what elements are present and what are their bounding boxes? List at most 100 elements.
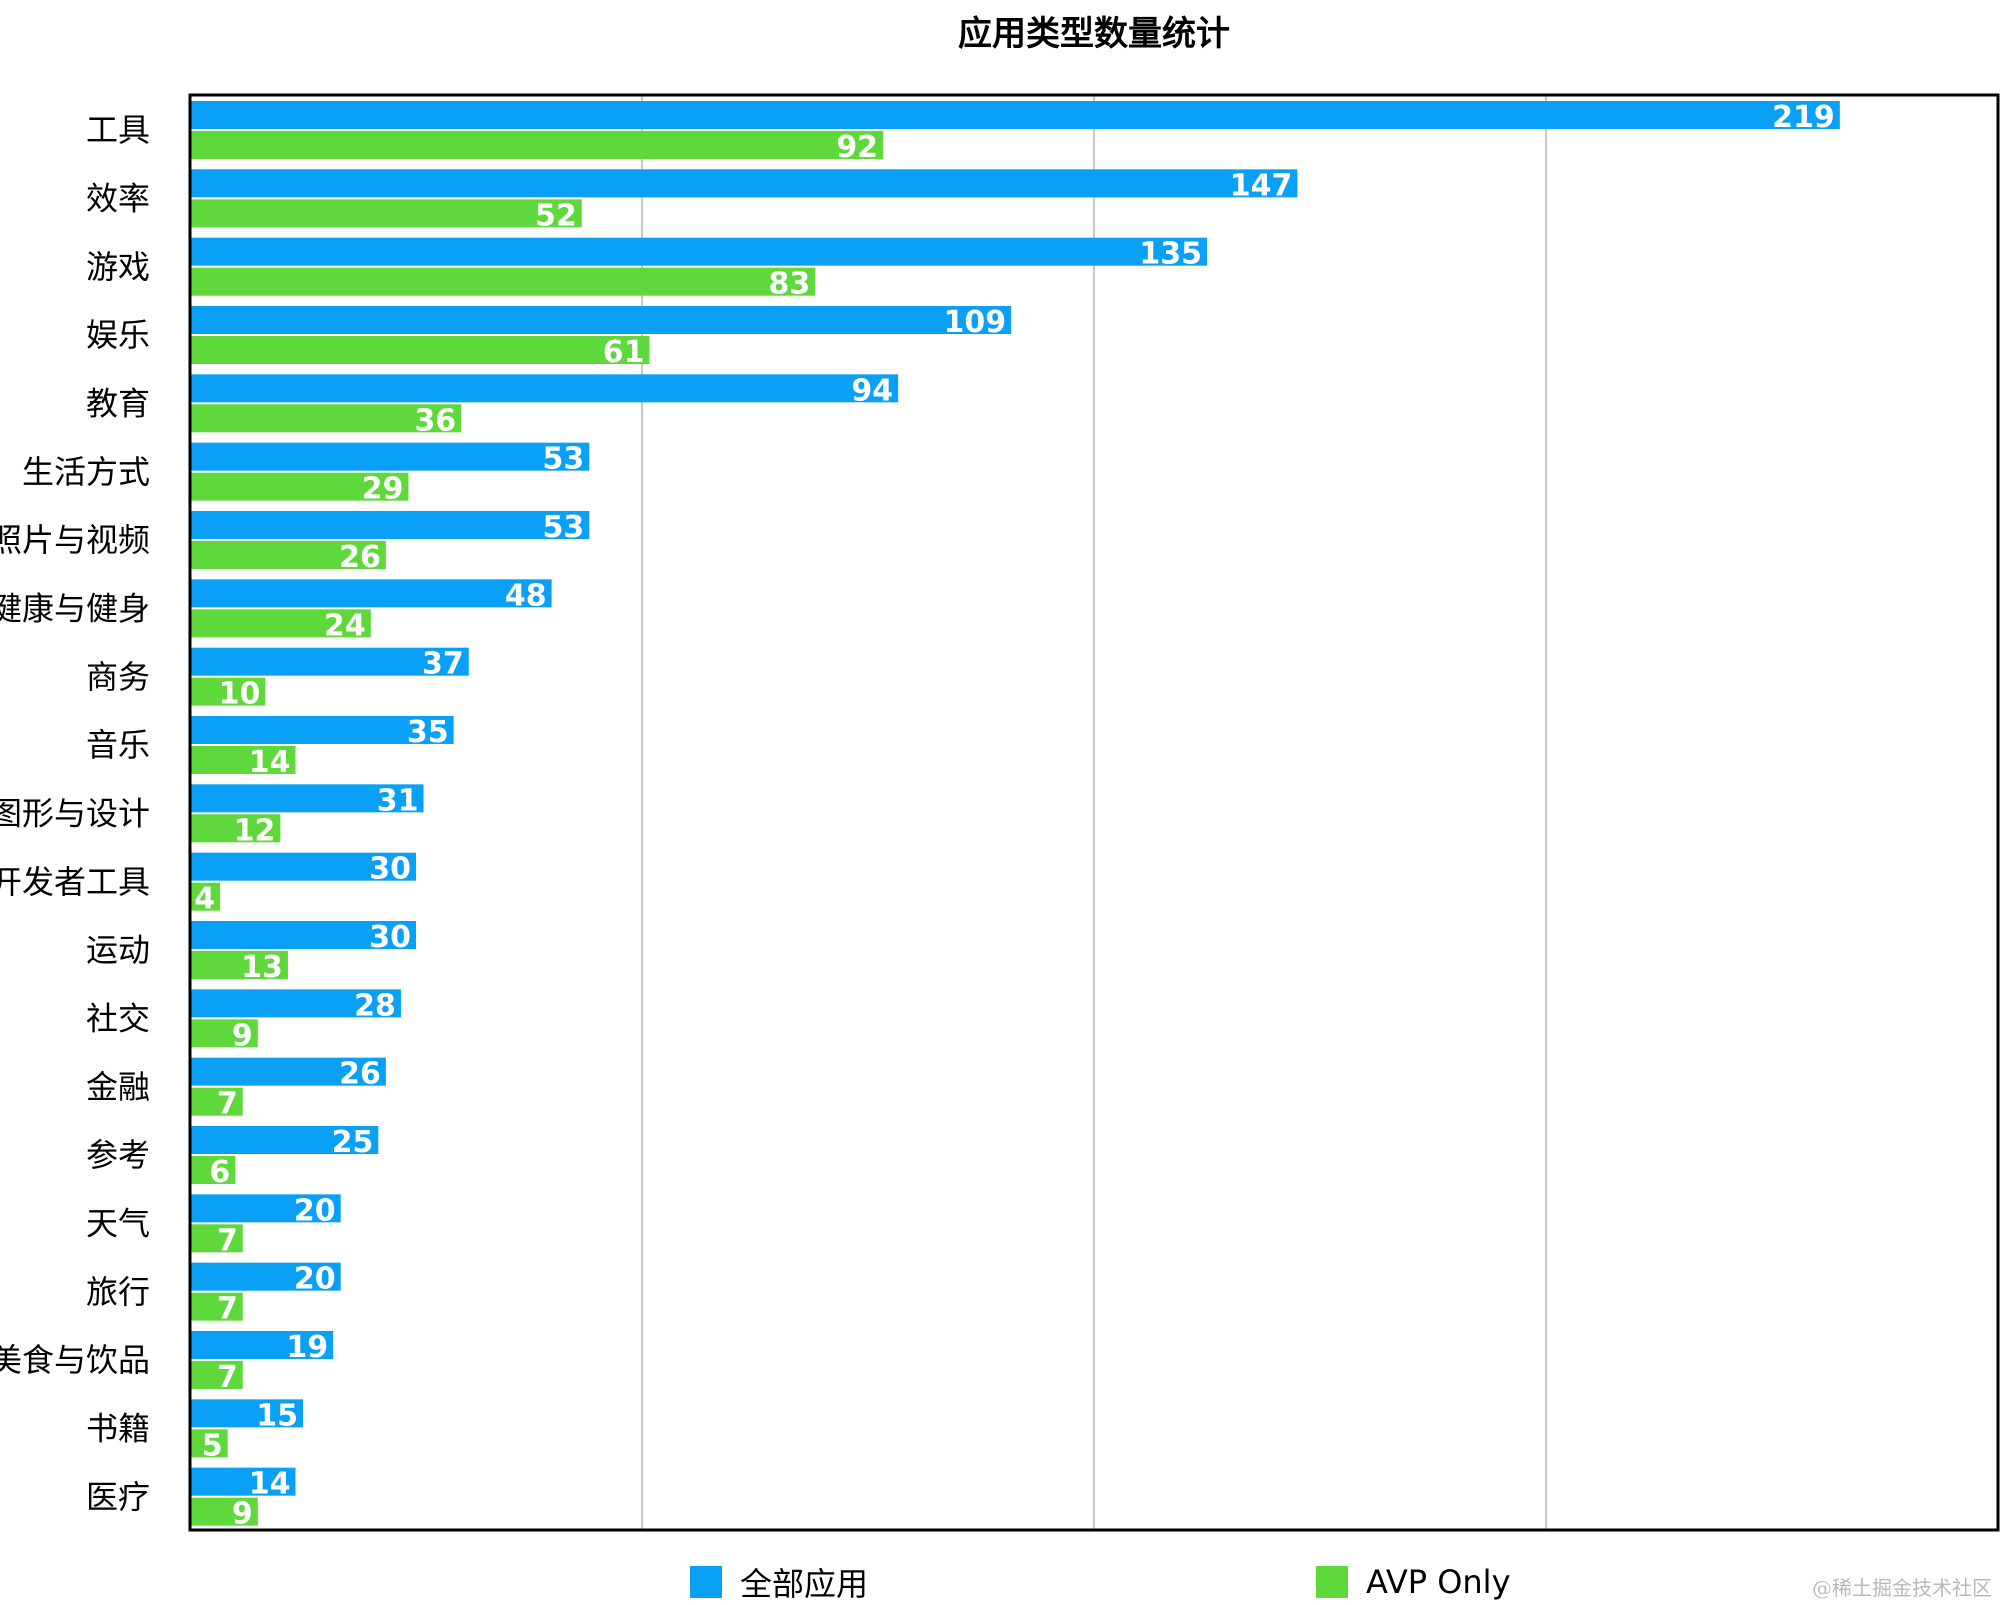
bar-avp-only xyxy=(190,1292,243,1321)
bar-avp-only xyxy=(190,541,386,569)
data-label-avp-only: 83 xyxy=(769,267,811,302)
data-label-all-apps: 53 xyxy=(543,510,585,545)
category-label: 生活方式 xyxy=(22,453,150,491)
data-label-avp-only: 6 xyxy=(209,1155,230,1190)
bar-all-apps xyxy=(190,716,454,744)
data-label-all-apps: 37 xyxy=(422,647,464,682)
data-label-all-apps: 25 xyxy=(332,1125,374,1160)
bar-avp-only xyxy=(190,267,816,296)
data-label-avp-only: 24 xyxy=(324,608,366,643)
data-label-all-apps: 28 xyxy=(354,988,396,1023)
bar-avp-only xyxy=(190,131,884,159)
data-label-all-apps: 219 xyxy=(1772,100,1835,135)
category-label: 音乐 xyxy=(86,726,150,764)
legend-label-avp-only: AVP Only xyxy=(1366,1563,1511,1601)
data-label-all-apps: 14 xyxy=(249,1467,291,1502)
category-label: 运动 xyxy=(86,931,150,969)
category-label: 金融 xyxy=(86,1068,150,1106)
bar-all-apps xyxy=(190,921,416,949)
data-label-avp-only: 14 xyxy=(249,745,291,780)
data-label-avp-only: 52 xyxy=(535,198,577,233)
bar-all-apps xyxy=(190,1467,296,1496)
data-label-all-apps: 147 xyxy=(1230,168,1293,203)
category-label: 照片与视频 xyxy=(0,521,150,559)
data-label-all-apps: 109 xyxy=(944,305,1007,340)
category-label: 书籍 xyxy=(86,1410,150,1448)
bar-avp-only xyxy=(190,609,371,638)
data-label-avp-only: 92 xyxy=(836,130,878,165)
bar-all-apps xyxy=(190,374,899,403)
bar-avp-only xyxy=(190,199,582,228)
legend-item-avp-only: AVP Only xyxy=(1316,1563,1511,1601)
data-label-avp-only: 29 xyxy=(362,472,404,507)
category-label: 旅行 xyxy=(86,1273,150,1311)
category-label: 工具 xyxy=(86,111,150,149)
category-label: 健康与健身 xyxy=(0,590,150,628)
data-label-avp-only: 7 xyxy=(217,1087,238,1122)
category-label: 社交 xyxy=(86,1000,150,1038)
data-label-avp-only: 9 xyxy=(232,1497,253,1532)
data-label-avp-only: 5 xyxy=(202,1428,223,1463)
bar-all-apps xyxy=(190,852,416,881)
category-label: 图形与设计 xyxy=(0,795,150,833)
bar-all-apps xyxy=(190,101,1840,129)
category-label: 商务 xyxy=(86,658,150,696)
category-label: 游戏 xyxy=(86,248,150,286)
data-label-all-apps: 53 xyxy=(543,442,585,477)
data-label-avp-only: 4 xyxy=(194,882,215,917)
data-label-all-apps: 30 xyxy=(369,920,411,955)
legend-swatch-avp-only xyxy=(1316,1566,1348,1598)
bar-all-apps xyxy=(190,579,552,608)
bar-avp-only xyxy=(190,1497,258,1526)
data-label-avp-only: 12 xyxy=(234,813,276,848)
category-label: 效率 xyxy=(86,180,150,218)
data-label-all-apps: 31 xyxy=(377,783,419,818)
bar-all-apps xyxy=(190,989,401,1018)
data-label-all-apps: 35 xyxy=(407,715,449,750)
data-label-all-apps: 20 xyxy=(294,1193,336,1228)
chart-title: 应用类型数量统计 xyxy=(958,14,1230,54)
bar-avp-only xyxy=(190,951,288,979)
bar-all-apps xyxy=(190,1262,341,1291)
category-label: 美食与饮品 xyxy=(0,1341,150,1379)
bar-avp-only xyxy=(190,336,650,364)
bar-avp-only xyxy=(190,1224,243,1253)
bar-avp-only xyxy=(190,1429,228,1458)
bar-all-apps xyxy=(190,1331,334,1359)
bar-all-apps xyxy=(190,1126,379,1154)
data-label-avp-only: 9 xyxy=(232,1018,253,1053)
category-label: 医疗 xyxy=(86,1478,150,1516)
category-label: 教育 xyxy=(86,385,150,423)
bar-all-apps xyxy=(190,1194,341,1223)
bar-avp-only xyxy=(190,1156,236,1184)
data-label-all-apps: 26 xyxy=(339,1057,381,1092)
bar-all-apps xyxy=(190,306,1012,334)
data-label-all-apps: 48 xyxy=(505,578,547,613)
bar-avp-only xyxy=(190,404,462,433)
legend-item-all-apps: 全部应用 xyxy=(690,1564,868,1603)
data-label-avp-only: 7 xyxy=(217,1223,238,1258)
data-label-avp-only: 13 xyxy=(241,950,283,985)
data-label-all-apps: 19 xyxy=(286,1330,328,1365)
data-label-all-apps: 20 xyxy=(294,1262,336,1297)
plot-frame xyxy=(188,93,2000,1532)
data-label-all-apps: 135 xyxy=(1139,237,1202,272)
bar-all-apps xyxy=(190,511,590,539)
bar-avp-only xyxy=(190,1019,258,1048)
data-label-avp-only: 36 xyxy=(414,403,456,438)
data-label-avp-only: 26 xyxy=(339,540,381,575)
data-label-avp-only: 61 xyxy=(603,335,645,370)
legend-swatch-all-apps xyxy=(690,1566,722,1598)
bar-all-apps xyxy=(190,237,1207,266)
bar-all-apps xyxy=(190,647,469,676)
category-label: 参考 xyxy=(86,1136,150,1174)
bar-avp-only xyxy=(190,472,409,501)
bar-avp-only xyxy=(190,677,266,706)
bar-all-apps xyxy=(190,1399,303,1428)
legend-label-all-apps: 全部应用 xyxy=(740,1565,869,1603)
bar-avp-only xyxy=(190,1361,243,1389)
bar-all-apps xyxy=(190,1057,386,1086)
category-label: 开发者工具 xyxy=(0,863,150,901)
bar-all-apps xyxy=(190,442,590,471)
